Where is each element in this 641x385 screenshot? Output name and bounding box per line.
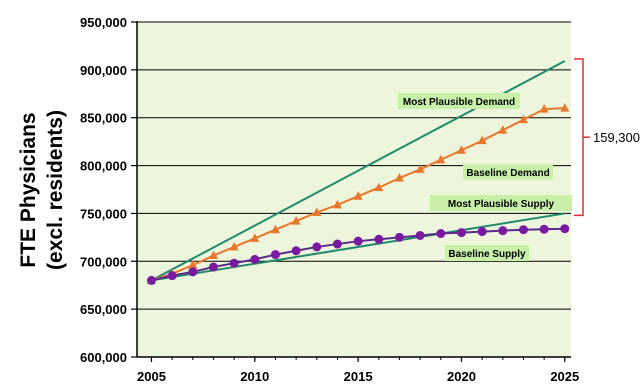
tick-labels: 600,000 650,000 700,000 750,000 800,000 850,0…	[80, 15, 579, 384]
circle-marker	[436, 229, 446, 239]
y-tick-label: 900,000	[80, 63, 127, 78]
circle-marker	[291, 246, 301, 256]
y-tick-label: 800,000	[80, 159, 127, 174]
triangle-marker	[456, 145, 466, 154]
triangle-marker	[415, 164, 425, 173]
triangle-marker	[270, 224, 280, 234]
bracket-line	[574, 58, 584, 217]
x-tick-label: 2020	[447, 369, 476, 384]
gridlines	[131, 21, 571, 362]
circle-marker	[146, 275, 156, 285]
circle-marker	[477, 227, 487, 237]
annotations: Most Plausible Demand Baseline Demand Most…	[398, 93, 572, 261]
circle-marker	[188, 267, 198, 277]
x-tick-label: 2010	[240, 369, 269, 384]
annotation-text: Most Plausible Supply	[448, 199, 555, 210]
plot-area	[137, 22, 571, 357]
x-tick-label: 2025	[550, 369, 579, 384]
circle-marker	[250, 254, 260, 264]
circle-marker	[229, 258, 239, 268]
annotation-text: Most Plausible Demand	[403, 97, 515, 108]
bracket-label: 159,300	[593, 130, 640, 145]
triangle-marker	[291, 216, 301, 225]
triangle-marker	[477, 135, 487, 145]
annotation-text: Baseline Supply	[448, 249, 526, 260]
y-tick-label: 750,000	[80, 206, 127, 221]
circle-marker	[270, 250, 280, 260]
triangle-marker	[374, 182, 384, 192]
y-axis-label-line: FTE Physicians	[17, 112, 40, 267]
circle-marker	[394, 232, 404, 242]
triangle-marker	[312, 207, 322, 216]
annotation-label: Most Plausible Demand	[398, 93, 520, 109]
annotation-box	[430, 195, 572, 211]
triangle-marker	[498, 125, 508, 134]
axes	[136, 21, 571, 358]
x-tick-label: 2005	[137, 369, 166, 384]
y-axis-label-line: (excl. residents)	[44, 110, 67, 270]
series-line	[151, 212, 565, 282]
circle-marker	[415, 230, 425, 240]
circle-marker	[498, 226, 508, 236]
x-tick-label: 2015	[344, 369, 373, 384]
circle-marker	[560, 224, 570, 234]
circle-marker	[456, 228, 466, 238]
circle-marker	[374, 234, 384, 244]
annotation-text: Baseline Demand	[466, 168, 549, 179]
circle-marker	[312, 242, 322, 252]
annotation-label: Baseline Supply	[445, 245, 529, 261]
circle-marker	[539, 224, 549, 234]
triangle-marker	[539, 104, 549, 113]
series-layer	[146, 60, 570, 285]
triangle-marker	[332, 199, 342, 209]
triangle-marker	[229, 241, 239, 251]
triangle-marker	[208, 250, 218, 260]
circle-marker	[208, 262, 218, 272]
triangle-marker	[394, 173, 404, 182]
y-tick-label: 700,000	[80, 254, 127, 269]
annotation-box	[398, 93, 520, 109]
y-axis-label: FTE Physicians (excl. residents)	[17, 110, 67, 270]
annotation-box	[463, 164, 553, 180]
triangle-marker	[353, 191, 363, 200]
triangle-marker	[518, 114, 528, 124]
triangle-marker	[188, 260, 198, 269]
triangle-marker	[436, 154, 446, 164]
y-tick-label: 850,000	[80, 111, 127, 126]
annotation-label: Most Plausible Supply	[430, 195, 572, 211]
triangle-marker	[250, 233, 260, 242]
triangle-marker	[560, 103, 570, 112]
y-tick-label: 650,000	[80, 302, 127, 317]
y-tick-label: 600,000	[80, 350, 127, 365]
annotation-label: Baseline Demand	[463, 164, 553, 180]
annotation-box	[445, 245, 529, 261]
gap-bracket: 159,300	[574, 58, 640, 217]
y-tick-label: 950,000	[80, 15, 127, 30]
circle-marker	[332, 239, 342, 249]
circle-marker	[518, 225, 528, 235]
circle-marker	[353, 236, 363, 246]
circle-marker	[167, 271, 177, 281]
